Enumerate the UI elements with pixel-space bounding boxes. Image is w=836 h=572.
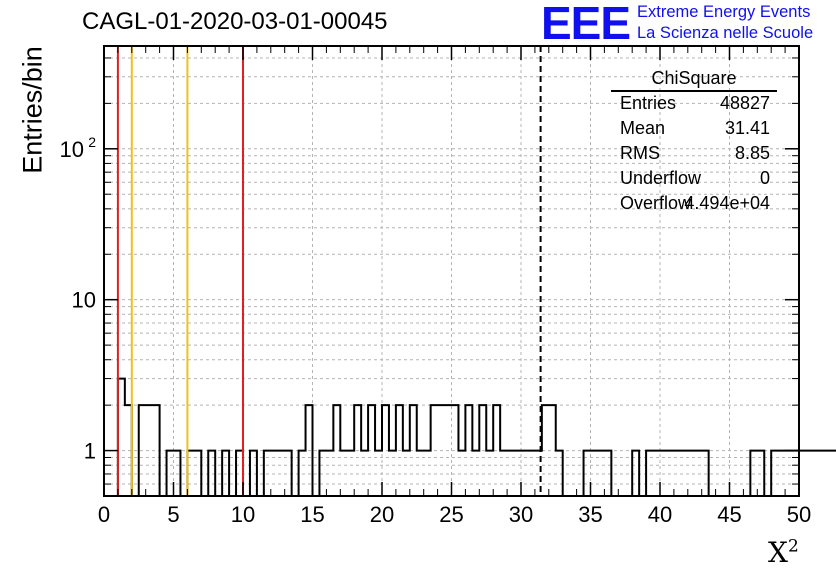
stats-row-name: RMS <box>620 143 660 163</box>
x-tick-label: 10 <box>231 502 255 527</box>
chart-title: CAGL-01-2020-03-01-00045 <box>82 8 388 35</box>
stats-box-title: ChiSquare <box>651 68 737 88</box>
histogram-series <box>104 377 836 497</box>
eee-logo: EEE <box>541 0 631 49</box>
y-axis-label: Entries/bin <box>17 46 48 174</box>
stats-row-value: 0 <box>759 168 770 188</box>
x-tick-label: 45 <box>717 502 741 527</box>
x-tick-label: 50 <box>787 502 811 527</box>
x-tick-label: 15 <box>300 502 324 527</box>
x-axis-label-sup: 2 <box>787 536 799 557</box>
y-tick-label-exponent: 2 <box>88 134 96 150</box>
x-tick-label: 0 <box>98 502 110 527</box>
stats-box-rule <box>611 90 777 92</box>
x-tick-label: 30 <box>509 502 533 527</box>
logo-line-1: Extreme Energy Events <box>637 3 811 21</box>
x-tick-label: 35 <box>578 502 602 527</box>
stats-row-name: Mean <box>620 118 666 138</box>
stats-row-name: Overflow <box>620 193 692 213</box>
stats-row-name: Underflow <box>620 168 702 188</box>
x-axis-label: X2 <box>768 536 799 569</box>
y-tick-label: 10 <box>72 288 96 313</box>
x-tick-label: 25 <box>439 502 463 527</box>
logo-text: Extreme Energy Events La Scienza nelle S… <box>637 2 813 44</box>
y-tick-label: 10 <box>60 137 84 162</box>
stats-row-name: Entries <box>620 93 677 113</box>
x-tick-label: 5 <box>167 502 179 527</box>
logo-line-2: La Scienza nelle Scuole <box>637 24 814 42</box>
x-axis-label-base: X <box>768 536 788 569</box>
stats-row-value: 48827 <box>719 93 770 113</box>
stats-row-value: 4.494e+04 <box>684 193 770 213</box>
x-tick-label: 20 <box>370 502 394 527</box>
y-tick-label: 1 <box>84 439 96 464</box>
stats-row-value: 31.41 <box>724 118 770 138</box>
stats-row-value: 8.85 <box>734 143 770 163</box>
x-tick-label: 40 <box>648 502 672 527</box>
